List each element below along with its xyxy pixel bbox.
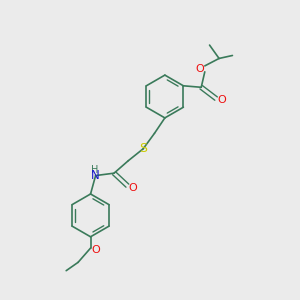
Text: S: S — [139, 142, 147, 155]
Text: O: O — [128, 183, 137, 193]
Text: N: N — [91, 169, 99, 182]
Text: O: O — [92, 244, 100, 255]
Text: H: H — [91, 165, 99, 175]
Text: O: O — [195, 64, 204, 74]
Text: O: O — [217, 95, 226, 105]
